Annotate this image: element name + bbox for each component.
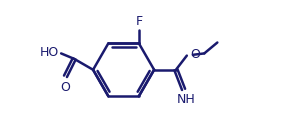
- Text: HO: HO: [40, 46, 59, 59]
- Text: O: O: [60, 81, 71, 94]
- Text: O: O: [190, 48, 200, 61]
- Text: NH: NH: [176, 93, 195, 106]
- Text: F: F: [135, 15, 142, 28]
